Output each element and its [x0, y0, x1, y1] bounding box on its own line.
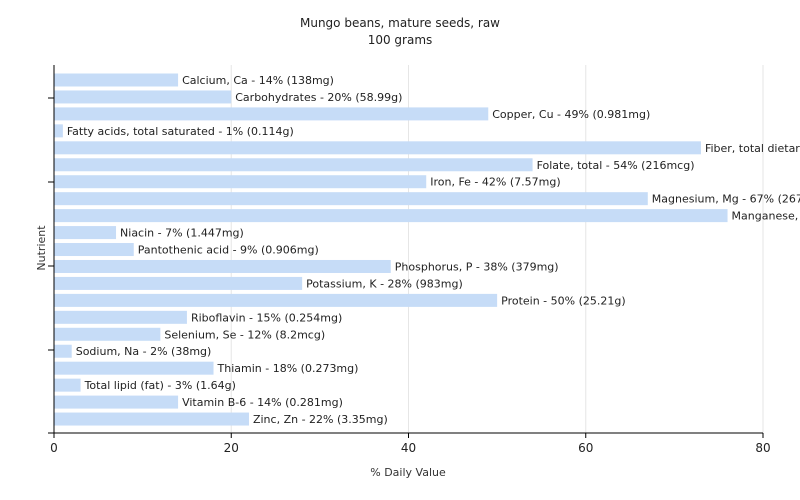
axes: 0 20 40 60 80 [48, 65, 771, 455]
bar [54, 141, 701, 155]
bar-label: Calcium, Ca - 14% (138mg) [182, 74, 334, 87]
bar-label: Pantothenic acid - 9% (0.906mg) [138, 244, 319, 257]
bar [54, 73, 179, 87]
bar [54, 327, 161, 341]
bar-label: Copper, Cu - 49% (0.981mg) [492, 108, 650, 121]
gridlines [230, 65, 764, 433]
bar [54, 259, 391, 273]
bar [54, 192, 648, 206]
y-axis-label: Nutrient [35, 225, 48, 271]
bar-label: Niacin - 7% (1.447mg) [120, 227, 244, 240]
bar-label: Selenium, Se - 12% (8.2mcg) [164, 328, 325, 341]
x-tick-label: 0 [50, 441, 58, 455]
bar [54, 276, 303, 290]
bar-label: Fatty acids, total saturated - 1% (0.114… [67, 125, 294, 138]
bar-label: Fiber, total dietary - 73% (18.3g) [705, 142, 800, 155]
bar-label: Potassium, K - 28% (983mg) [306, 277, 463, 290]
bar [54, 395, 179, 409]
bar [54, 243, 134, 257]
bar-label: Phosphorus, P - 38% (379mg) [395, 260, 559, 273]
bar-label: Manganese, Mn - 76% (1.527mg) [732, 210, 800, 223]
bar-label: Protein - 50% (25.21g) [501, 294, 626, 307]
bar [54, 175, 427, 189]
bar-label: Folate, total - 54% (216mcg) [537, 159, 695, 172]
bar [54, 310, 187, 324]
bar [54, 378, 81, 392]
x-tick-label: 40 [401, 441, 416, 455]
chart-title: Mungo beans, mature seeds, raw [300, 16, 500, 30]
x-axis-label: % Daily Value [370, 466, 446, 479]
bar-label: Iron, Fe - 42% (7.57mg) [430, 176, 560, 189]
bar-label: Sodium, Na - 2% (38mg) [76, 345, 212, 358]
bar [54, 209, 728, 223]
bar-label: Zinc, Zn - 22% (3.35mg) [253, 413, 388, 426]
bar [54, 158, 533, 172]
bar-label: Magnesium, Mg - 67% (267mg) [652, 193, 800, 206]
bar-label: Thiamin - 18% (0.273mg) [217, 362, 359, 375]
bar [54, 293, 498, 307]
bars: Calcium, Ca - 14% (138mg) Carbohydrates -… [54, 73, 800, 426]
bar [54, 107, 489, 121]
x-tick-label: 60 [578, 441, 593, 455]
bar [54, 226, 117, 240]
bar [54, 361, 214, 375]
bar [54, 124, 63, 138]
bar-label: Total lipid (fat) - 3% (1.64g) [84, 379, 236, 392]
bar-label: Carbohydrates - 20% (58.99g) [235, 91, 402, 104]
chart-subtitle: 100 grams [368, 33, 433, 47]
x-tick-label: 80 [755, 441, 770, 455]
bar [54, 412, 249, 426]
bar [54, 90, 232, 104]
bar [54, 344, 72, 358]
x-tick-label: 20 [224, 441, 239, 455]
bar-label: Vitamin B-6 - 14% (0.281mg) [182, 396, 343, 409]
bar-label: Riboflavin - 15% (0.254mg) [191, 311, 342, 324]
